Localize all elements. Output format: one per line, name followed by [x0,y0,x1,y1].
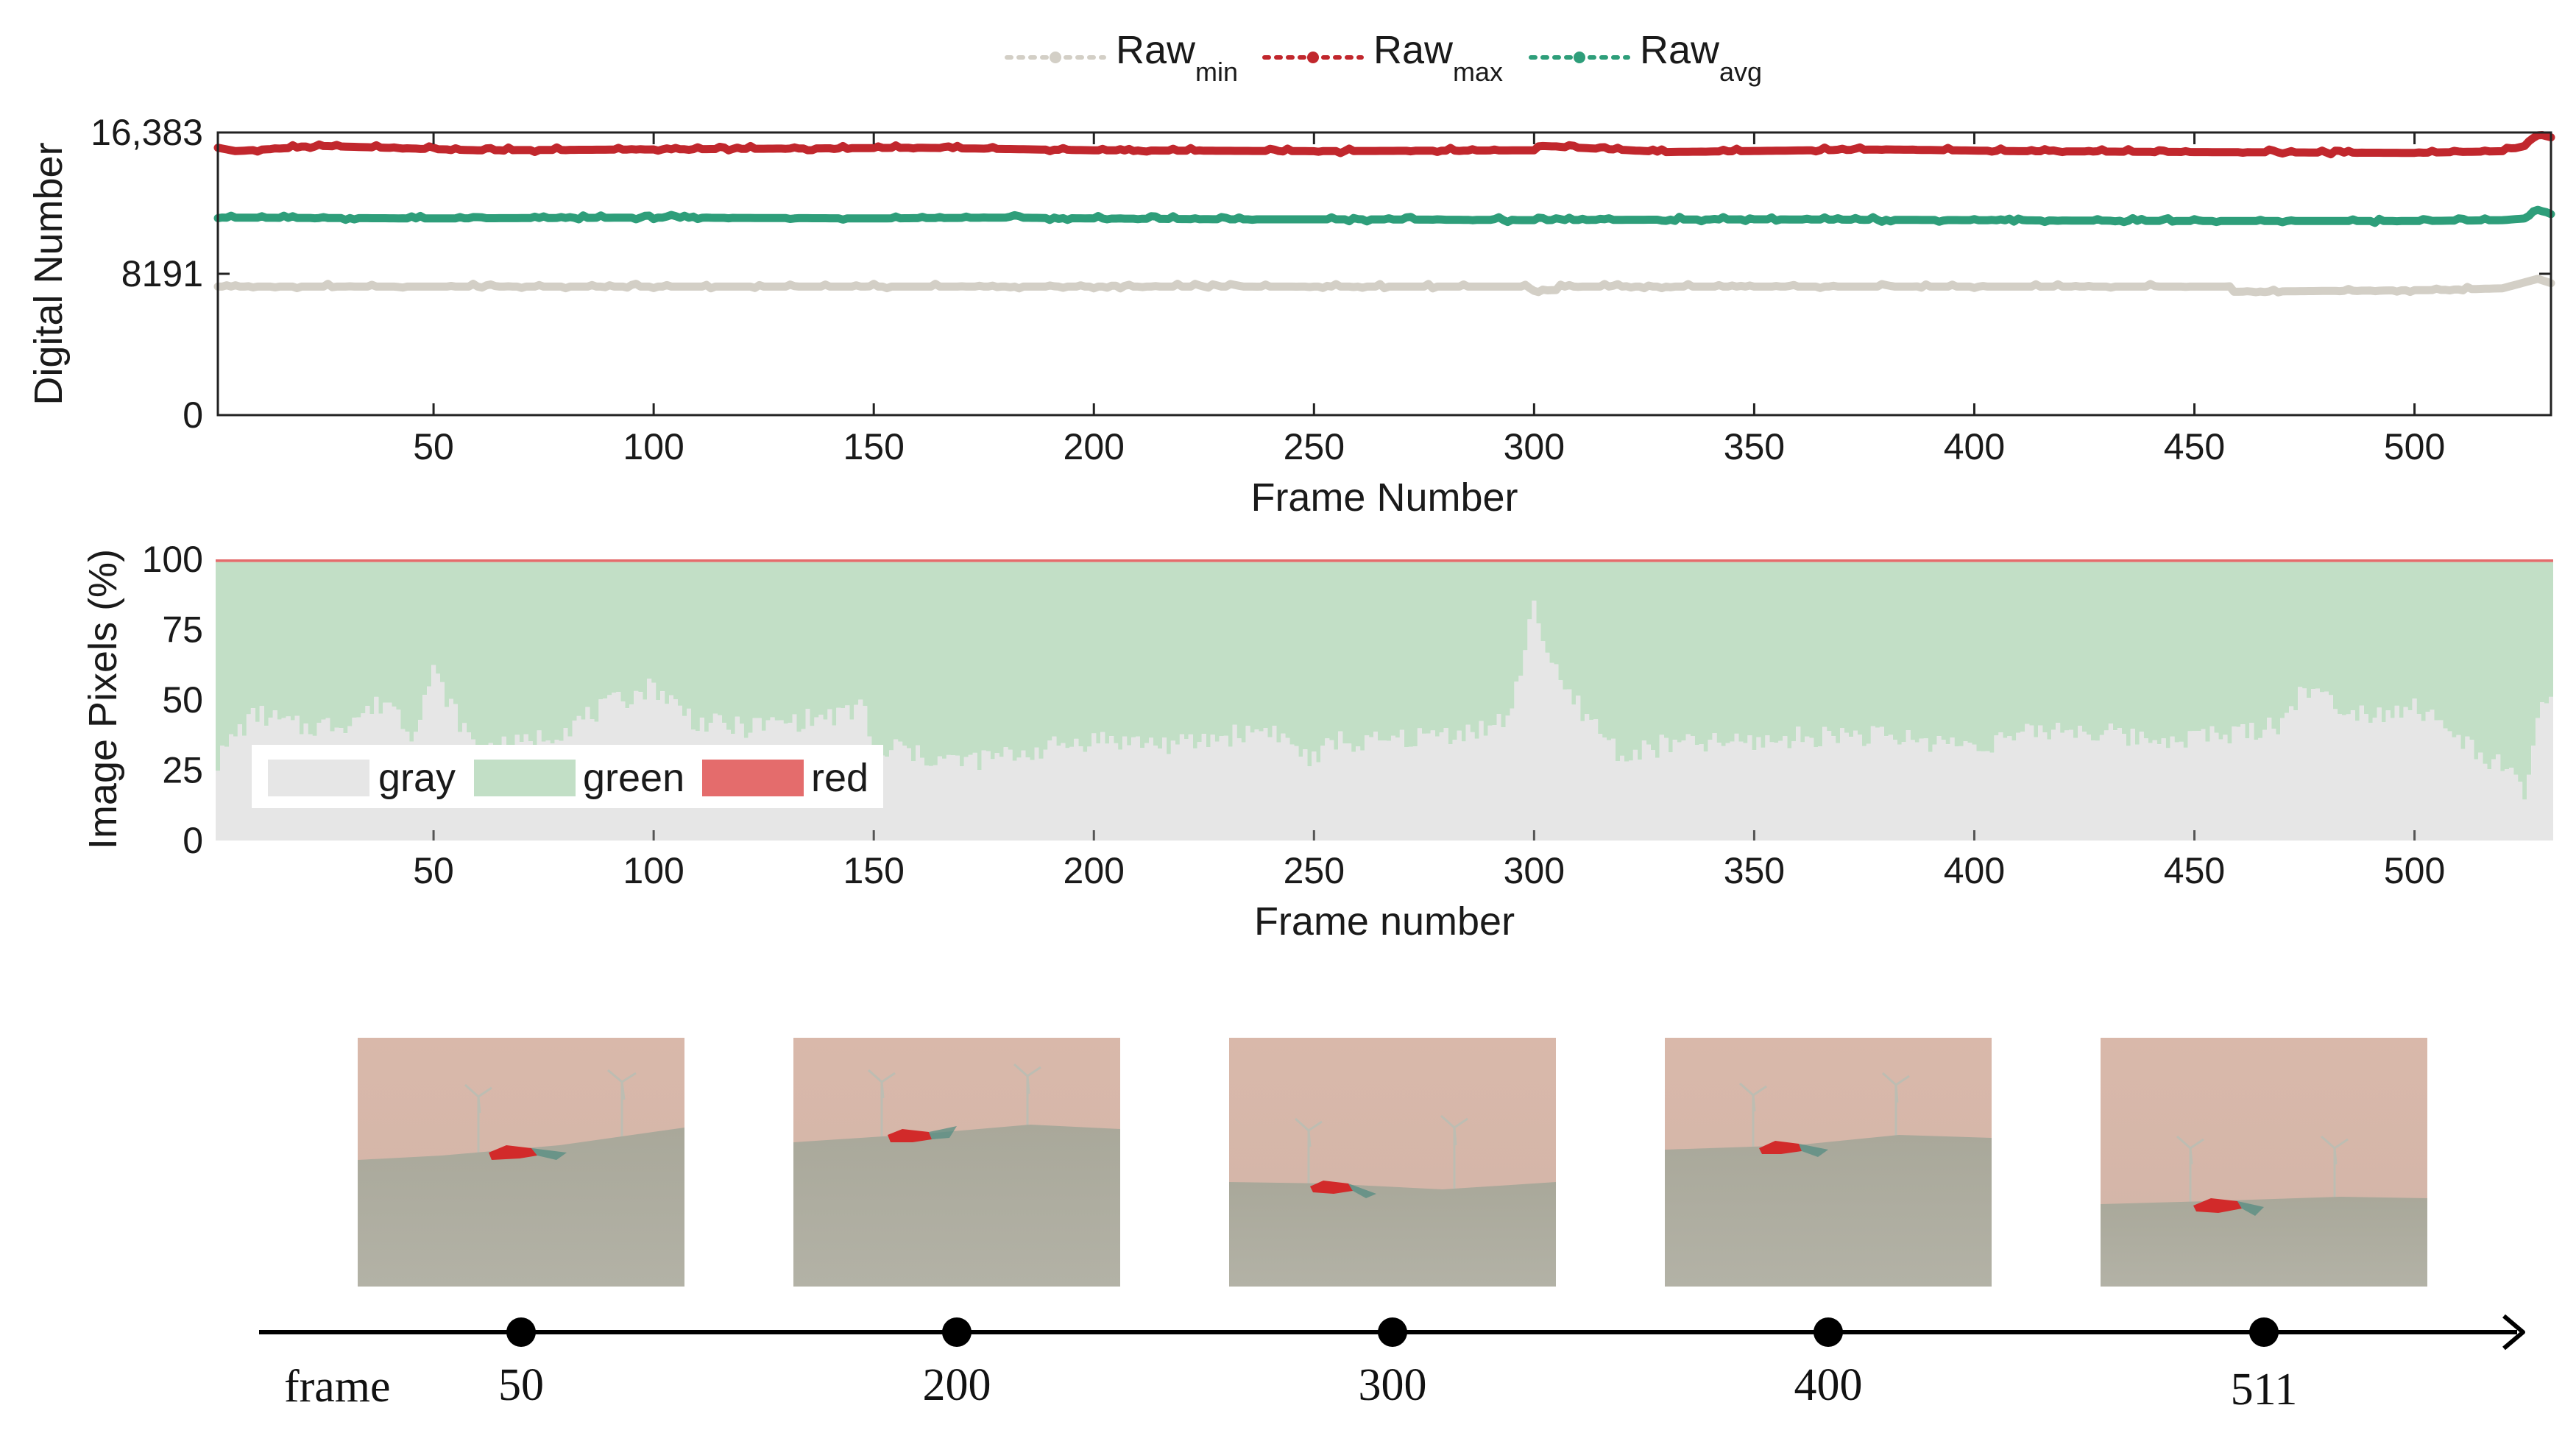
legend-red-label: red [811,756,868,800]
bottom-x-ticks: 50 100 150 200 250 300 350 400 450 500 [413,830,2445,891]
x-tick-label: 50 [413,850,454,891]
top-plot-frame [216,131,2552,417]
thumbnail-frame-200 [793,1038,1120,1287]
x-tick-label: 100 [623,850,684,891]
legend-entry-raw-avg: Rawavg [1529,28,1762,87]
top-y-ticks: 0 8191 16,383 [91,112,2551,436]
timeline-marker-511: 511 [2231,1317,2298,1415]
legend-raw-max-label: Rawmax [1373,28,1503,87]
y-tick-label: 16,383 [91,112,203,153]
stacked-area-chart: 50 100 150 200 250 300 350 400 450 500 0 25 50 75 100… [81,539,2553,944]
thumbnail-frame-300 [1229,1038,1556,1287]
top-chart-series [213,131,2555,297]
series-line-raw-min [213,275,2555,297]
x-tick-label: 300 [1504,850,1565,891]
legend-red-swatch [702,760,804,796]
y-tick-label: 25 [162,750,203,791]
x-tick-label: 350 [1724,426,1785,467]
y-tick-label: 0 [183,820,203,861]
legend-entry-raw-max: Rawmax [1262,28,1503,87]
series-line-raw-avg [213,205,2555,227]
top-x-ticks: 50 100 150 200 250 300 350 400 450 500 [413,132,2445,467]
area-layer-red [216,559,2553,562]
legend-raw-min-label: Rawmin [1116,28,1238,87]
x-tick-label: 400 [1944,426,2005,467]
top-chart-legend: Rawmin Rawmax Rawavg [1005,28,1762,87]
top-line-chart: 50 100 150 200 250 300 350 400 450 500 0 8191 16,38… [26,112,2555,520]
x-tick-label: 300 [1504,426,1565,467]
legend-gray-swatch [268,760,369,796]
y-tick-label: 100 [142,539,203,580]
series-line-raw-max [213,131,2555,159]
bottom-y-ticks: 0 25 50 75 100 [142,539,203,861]
top-y-axis-label: Digital Number [26,142,71,405]
x-tick-label: 400 [1944,850,2005,891]
x-tick-label: 450 [2164,426,2225,467]
x-tick-label: 250 [1284,426,1345,467]
legend-green-label: green [583,756,684,800]
timeline-arrowhead [2502,1314,2525,1351]
x-tick-label: 150 [843,426,904,467]
legend-green-swatch [474,760,576,796]
y-tick-label: 0 [183,394,203,436]
legend-raw-avg-label: Rawavg [1640,28,1762,87]
timeline-marker-label: 200 [923,1360,991,1410]
timeline-marker-200: 200 [923,1317,991,1410]
thumbnail-frame-400 [1665,1038,1992,1287]
timeline-marker-label: 300 [1359,1360,1427,1410]
legend-entry-raw-min: Rawmin [1005,28,1238,87]
thumbnail-frame-50 [358,1038,684,1287]
top-x-axis-label: Frame Number [1250,475,1518,520]
y-tick-label: 8191 [121,253,203,294]
area-legend: gray green red [252,745,883,808]
y-tick-label: 50 [162,679,203,721]
timeline-marker-label: 511 [2231,1365,2298,1415]
x-tick-label: 100 [623,426,684,467]
timeline-marker-50: 50 [498,1317,544,1410]
x-tick-label: 150 [843,850,904,891]
thumbnail-frame-511 [2101,1038,2427,1287]
area-layer-green [216,562,2553,800]
timeline-marker-300: 300 [1359,1317,1427,1410]
x-tick-label: 500 [2384,850,2445,891]
frame-thumbnails [358,1038,2427,1287]
bottom-x-axis-label: Frame number [1254,899,1515,944]
bottom-y-axis-label: Image Pixels (%) [81,549,125,849]
x-tick-label: 50 [413,426,454,467]
x-tick-label: 200 [1064,426,1125,467]
frame-timeline: frame 50 200 300 400 511 [259,1314,2525,1415]
timeline-marker-label: 400 [1794,1360,1863,1410]
x-tick-label: 450 [2164,850,2225,891]
legend-gray-label: gray [378,756,456,800]
timeline-axis-label: frame [284,1362,391,1412]
x-tick-label: 250 [1284,850,1345,891]
x-tick-label: 200 [1064,850,1125,891]
y-tick-label: 75 [162,609,203,651]
timeline-marker-400: 400 [1794,1317,1863,1410]
x-tick-label: 350 [1724,850,1785,891]
x-tick-label: 500 [2384,426,2445,467]
timeline-marker-label: 50 [498,1360,544,1410]
